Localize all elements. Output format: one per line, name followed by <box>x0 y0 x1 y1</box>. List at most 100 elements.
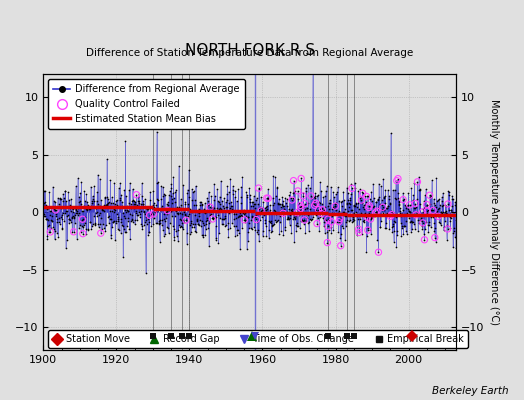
Point <box>119 254 127 260</box>
Point <box>346 195 354 201</box>
Point <box>151 208 159 214</box>
Point <box>354 200 362 206</box>
Point <box>63 236 71 243</box>
Point <box>223 190 231 197</box>
Point <box>205 220 213 226</box>
Point <box>299 190 308 196</box>
Point <box>241 217 249 223</box>
Point <box>139 200 148 207</box>
Point <box>328 210 336 216</box>
Point <box>378 204 387 210</box>
Point <box>442 210 450 216</box>
Point <box>299 218 307 224</box>
Point <box>236 246 244 253</box>
Point <box>267 220 275 226</box>
Point <box>450 212 458 218</box>
Point <box>413 179 422 185</box>
Point <box>92 205 101 212</box>
Point <box>243 246 251 252</box>
Point <box>345 204 353 210</box>
Point <box>331 200 340 207</box>
Point <box>184 201 192 208</box>
Point <box>357 210 365 216</box>
Point <box>163 202 172 208</box>
Point <box>302 218 311 224</box>
Point <box>180 219 188 225</box>
Point <box>429 207 437 214</box>
Point <box>254 201 262 207</box>
Point <box>378 207 387 214</box>
Point <box>68 214 76 220</box>
Point <box>127 218 135 224</box>
Point <box>430 228 439 234</box>
Point <box>130 217 139 223</box>
Point <box>424 228 433 235</box>
Point <box>300 202 308 209</box>
Point <box>412 211 421 218</box>
Point <box>293 220 301 226</box>
Point <box>354 187 363 194</box>
Point <box>188 209 196 216</box>
Point <box>423 201 431 208</box>
Point <box>315 200 324 206</box>
Point <box>55 218 63 225</box>
Point <box>292 228 300 234</box>
Point <box>363 214 372 220</box>
Point <box>68 205 77 212</box>
Point <box>256 217 264 223</box>
Point <box>194 220 202 227</box>
Point <box>307 216 315 223</box>
Point <box>367 188 376 195</box>
Point <box>182 217 190 224</box>
Point <box>419 220 427 226</box>
Point <box>349 214 357 220</box>
Point <box>440 227 448 234</box>
Point <box>324 223 332 230</box>
Point <box>118 222 127 228</box>
Point <box>377 206 386 212</box>
Point <box>97 197 105 204</box>
Point <box>155 217 163 224</box>
Point <box>257 208 266 214</box>
Point <box>279 210 287 216</box>
Point <box>377 212 386 218</box>
Point <box>205 212 214 218</box>
Point <box>245 220 253 226</box>
Point <box>312 200 320 206</box>
Point <box>305 210 313 216</box>
Point <box>451 217 460 224</box>
Point <box>168 200 177 206</box>
Point <box>332 206 341 213</box>
Point <box>446 214 455 221</box>
Point <box>160 190 168 197</box>
Point <box>444 192 453 199</box>
Point <box>367 230 375 237</box>
Point <box>209 216 217 222</box>
Point <box>224 220 232 226</box>
Point <box>84 202 93 208</box>
Point <box>378 197 386 204</box>
Point <box>387 207 396 214</box>
Point <box>375 194 384 200</box>
Point <box>180 206 189 212</box>
Point <box>412 212 420 218</box>
Point <box>242 208 250 214</box>
Point <box>62 208 71 214</box>
Point <box>167 208 175 214</box>
Point <box>382 220 390 226</box>
Point <box>192 201 201 208</box>
Point <box>325 227 334 233</box>
Point <box>87 202 95 209</box>
Point <box>351 203 359 210</box>
Point <box>414 228 422 234</box>
Point <box>440 224 448 230</box>
Point <box>79 230 87 237</box>
Point <box>183 190 191 197</box>
Point <box>146 189 154 195</box>
Point <box>437 209 445 216</box>
Point <box>39 211 48 217</box>
Point <box>155 220 163 227</box>
Point <box>357 197 366 203</box>
Point <box>255 238 263 244</box>
Point <box>388 209 396 215</box>
